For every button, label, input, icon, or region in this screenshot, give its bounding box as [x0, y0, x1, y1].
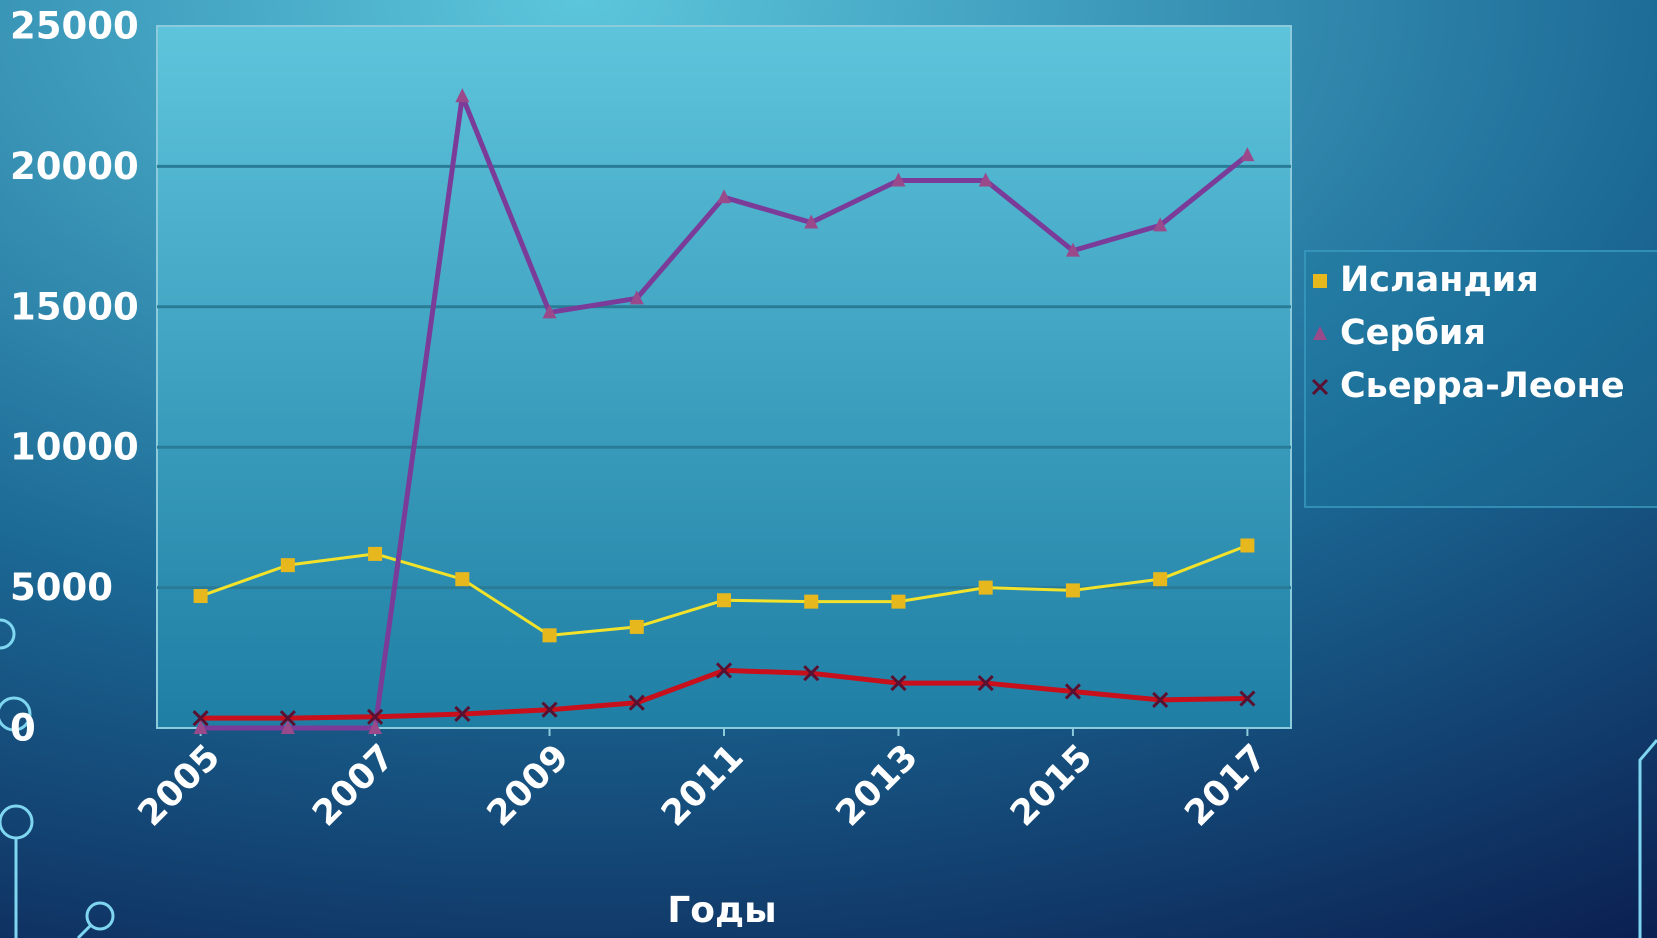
marker [367, 708, 384, 725]
marker [629, 619, 644, 634]
legend-label: Сьерра-Леоне [1340, 366, 1625, 406]
marker [1065, 583, 1080, 598]
marker [1311, 378, 1329, 396]
marker [455, 88, 470, 103]
marker [1152, 691, 1169, 708]
x-axis-label: Годы [667, 890, 776, 931]
marker [193, 720, 208, 734]
marker [280, 720, 295, 734]
marker [891, 172, 906, 187]
marker [804, 594, 819, 609]
marker [1153, 572, 1168, 587]
marker [977, 675, 994, 692]
marker [280, 558, 295, 573]
marker [192, 710, 209, 727]
marker [542, 304, 557, 319]
marker [455, 572, 470, 587]
marker [542, 628, 557, 643]
legend-box [1304, 250, 1657, 508]
marker [454, 705, 471, 723]
decoration [0, 618, 1657, 938]
y-tick-label: 20000 [10, 145, 139, 188]
marker [541, 701, 558, 718]
y-tick-label: 5000 [10, 566, 113, 609]
y-tick-label: 25000 [10, 5, 139, 48]
marker [628, 694, 645, 711]
marker [891, 594, 906, 609]
marker [803, 665, 820, 682]
marker [1064, 683, 1081, 700]
y-tick-label: 10000 [10, 426, 139, 469]
plot-area [156, 25, 1292, 729]
marker [279, 710, 296, 727]
legend-label: Исландия [1340, 260, 1539, 300]
y-tick-label: 15000 [10, 285, 139, 328]
marker [804, 214, 819, 229]
marker [1239, 690, 1256, 707]
marker [368, 546, 383, 561]
marker [1313, 274, 1327, 288]
marker [978, 172, 993, 187]
marker [1065, 242, 1080, 257]
marker [629, 290, 644, 305]
marker [1153, 217, 1168, 232]
marker [717, 189, 731, 204]
marker [1240, 147, 1255, 162]
marker [890, 675, 907, 692]
y-tick-label: 0 [10, 707, 36, 750]
marker [715, 662, 733, 679]
marker [978, 580, 993, 595]
marker [1240, 538, 1255, 553]
marker [193, 589, 208, 604]
marker [368, 720, 383, 734]
marker [717, 593, 731, 608]
marker [1313, 326, 1327, 340]
legend-label: Сербия [1340, 313, 1486, 353]
